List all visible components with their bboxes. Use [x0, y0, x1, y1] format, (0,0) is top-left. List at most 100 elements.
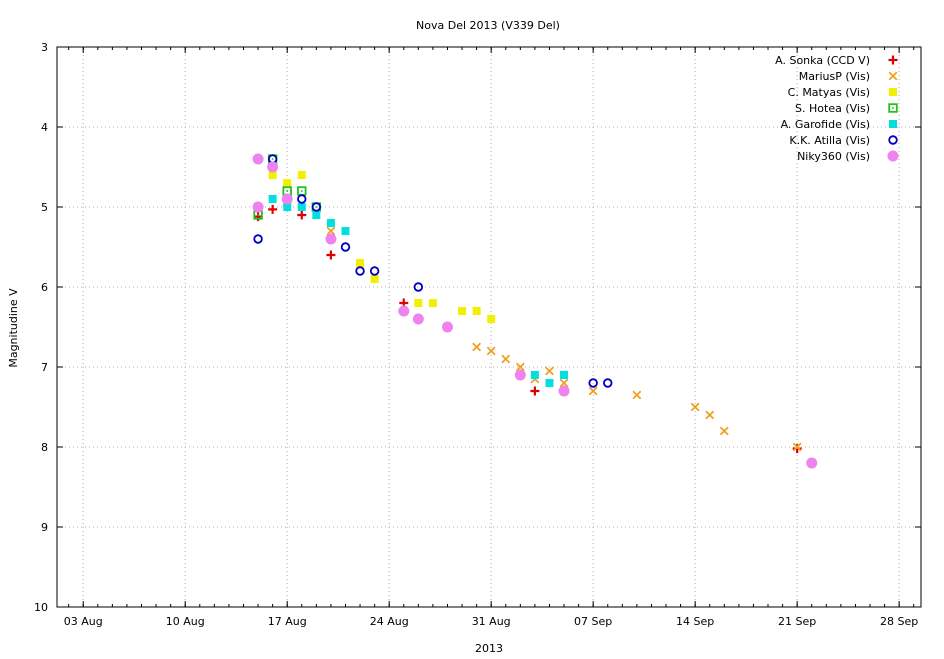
data-point [297, 171, 306, 179]
data-point [252, 153, 264, 165]
x-tick-label: 03 Aug [64, 615, 103, 628]
y-axis-label: Magnitudine V [7, 288, 20, 368]
series-0 [253, 204, 802, 454]
data-point [311, 202, 322, 212]
data-point-center [271, 158, 274, 160]
data-point [326, 250, 336, 260]
y-tick-label: 9 [41, 521, 48, 534]
data-point [268, 204, 278, 214]
data-point [792, 444, 802, 454]
legend-marker [888, 55, 898, 65]
data-point [560, 371, 569, 379]
data-point [486, 346, 496, 356]
data-point [515, 362, 525, 372]
legend-label: MariusP (Vis) [799, 70, 870, 83]
legend: A. Sonka (CCD V) MariusP (Vis) C. Matyas (… [775, 54, 899, 163]
axis-ticks: 3 4 5 6 7 8 9 10 03 Aug 10 Aug 17 Aug 24 Aug 31 Aug 0… [34, 41, 921, 628]
data-point [398, 305, 410, 317]
legend-label: A. Sonka (CCD V) [775, 54, 870, 67]
data-point [501, 354, 511, 364]
y-tick-label: 6 [41, 281, 48, 294]
legend-marker [888, 135, 898, 145]
data-point [281, 193, 293, 205]
data-point [719, 426, 729, 436]
data-point [472, 307, 481, 315]
legend-marker [889, 88, 897, 96]
data-point [297, 203, 306, 211]
legend-marker [888, 71, 898, 81]
data-point [514, 369, 526, 381]
series-2 [268, 171, 496, 323]
data-point [487, 315, 496, 323]
series-6 [252, 153, 818, 469]
x-tick-label: 28 Sep [880, 615, 918, 628]
data-point [559, 378, 569, 388]
data-point [370, 275, 379, 283]
data-point [312, 211, 321, 219]
data-point [326, 219, 335, 227]
data-point [632, 390, 642, 400]
series-1 [326, 226, 802, 452]
x-tick-label: 24 Aug [370, 615, 409, 628]
data-point [297, 194, 307, 204]
legend-marker [887, 150, 899, 162]
data-point [325, 233, 337, 245]
data-point [441, 321, 453, 333]
plot-frame [56, 46, 922, 608]
data-point-center [257, 214, 259, 216]
series-5 [253, 154, 613, 388]
data-point [705, 410, 715, 420]
data-point-center [300, 190, 303, 192]
legend-label: S. Hotea (Vis) [795, 102, 870, 115]
y-tick-label: 8 [41, 441, 48, 454]
x-tick-label: 21 Sep [778, 615, 816, 628]
data-point [267, 161, 279, 173]
data-point [283, 203, 292, 211]
data-point [588, 386, 598, 396]
data-point [458, 307, 467, 315]
data-point-center [315, 206, 318, 208]
legend-label: K.K. Atilla (Vis) [789, 134, 870, 147]
data-point [472, 342, 482, 352]
data-point [558, 385, 570, 397]
data-point [369, 266, 380, 276]
data-point [545, 379, 554, 387]
y-tick-label: 4 [41, 121, 48, 134]
data-point [413, 282, 424, 292]
data-point [252, 201, 264, 213]
data-point-center [286, 190, 289, 192]
x-tick-label: 17 Aug [268, 615, 307, 628]
x-tick-label: 07 Sep [574, 615, 612, 628]
data-point [268, 171, 277, 179]
legend-marker [889, 120, 897, 128]
data-point [530, 386, 540, 396]
legend-label: C. Matyas (Vis) [788, 86, 870, 99]
x-tick-label: 14 Sep [676, 615, 714, 628]
data-point [792, 442, 802, 452]
data-point [588, 378, 598, 388]
legend-label: Niky360 (Vis) [797, 150, 870, 163]
grid-lines [57, 47, 921, 607]
data-point [340, 242, 351, 252]
x-axis-label: 2013 [475, 642, 503, 655]
y-tick-label: 10 [34, 601, 48, 614]
data-point [414, 299, 423, 307]
legend-marker-center [892, 107, 894, 109]
x-tick-label: 10 Aug [166, 615, 205, 628]
data-point [297, 210, 307, 220]
y-tick-label: 7 [41, 361, 48, 374]
data-point [690, 402, 700, 412]
data-point [530, 371, 539, 379]
data-point [253, 234, 263, 244]
legend-label: A. Garofide (Vis) [781, 118, 870, 131]
data-point [412, 313, 424, 325]
data-point [326, 226, 336, 236]
series-4 [268, 195, 569, 387]
data-point [806, 457, 818, 469]
y-tick-label: 5 [41, 201, 48, 214]
data-point [356, 259, 365, 267]
data-point [545, 366, 554, 376]
data-point [268, 195, 277, 203]
legend-marker [888, 103, 898, 113]
